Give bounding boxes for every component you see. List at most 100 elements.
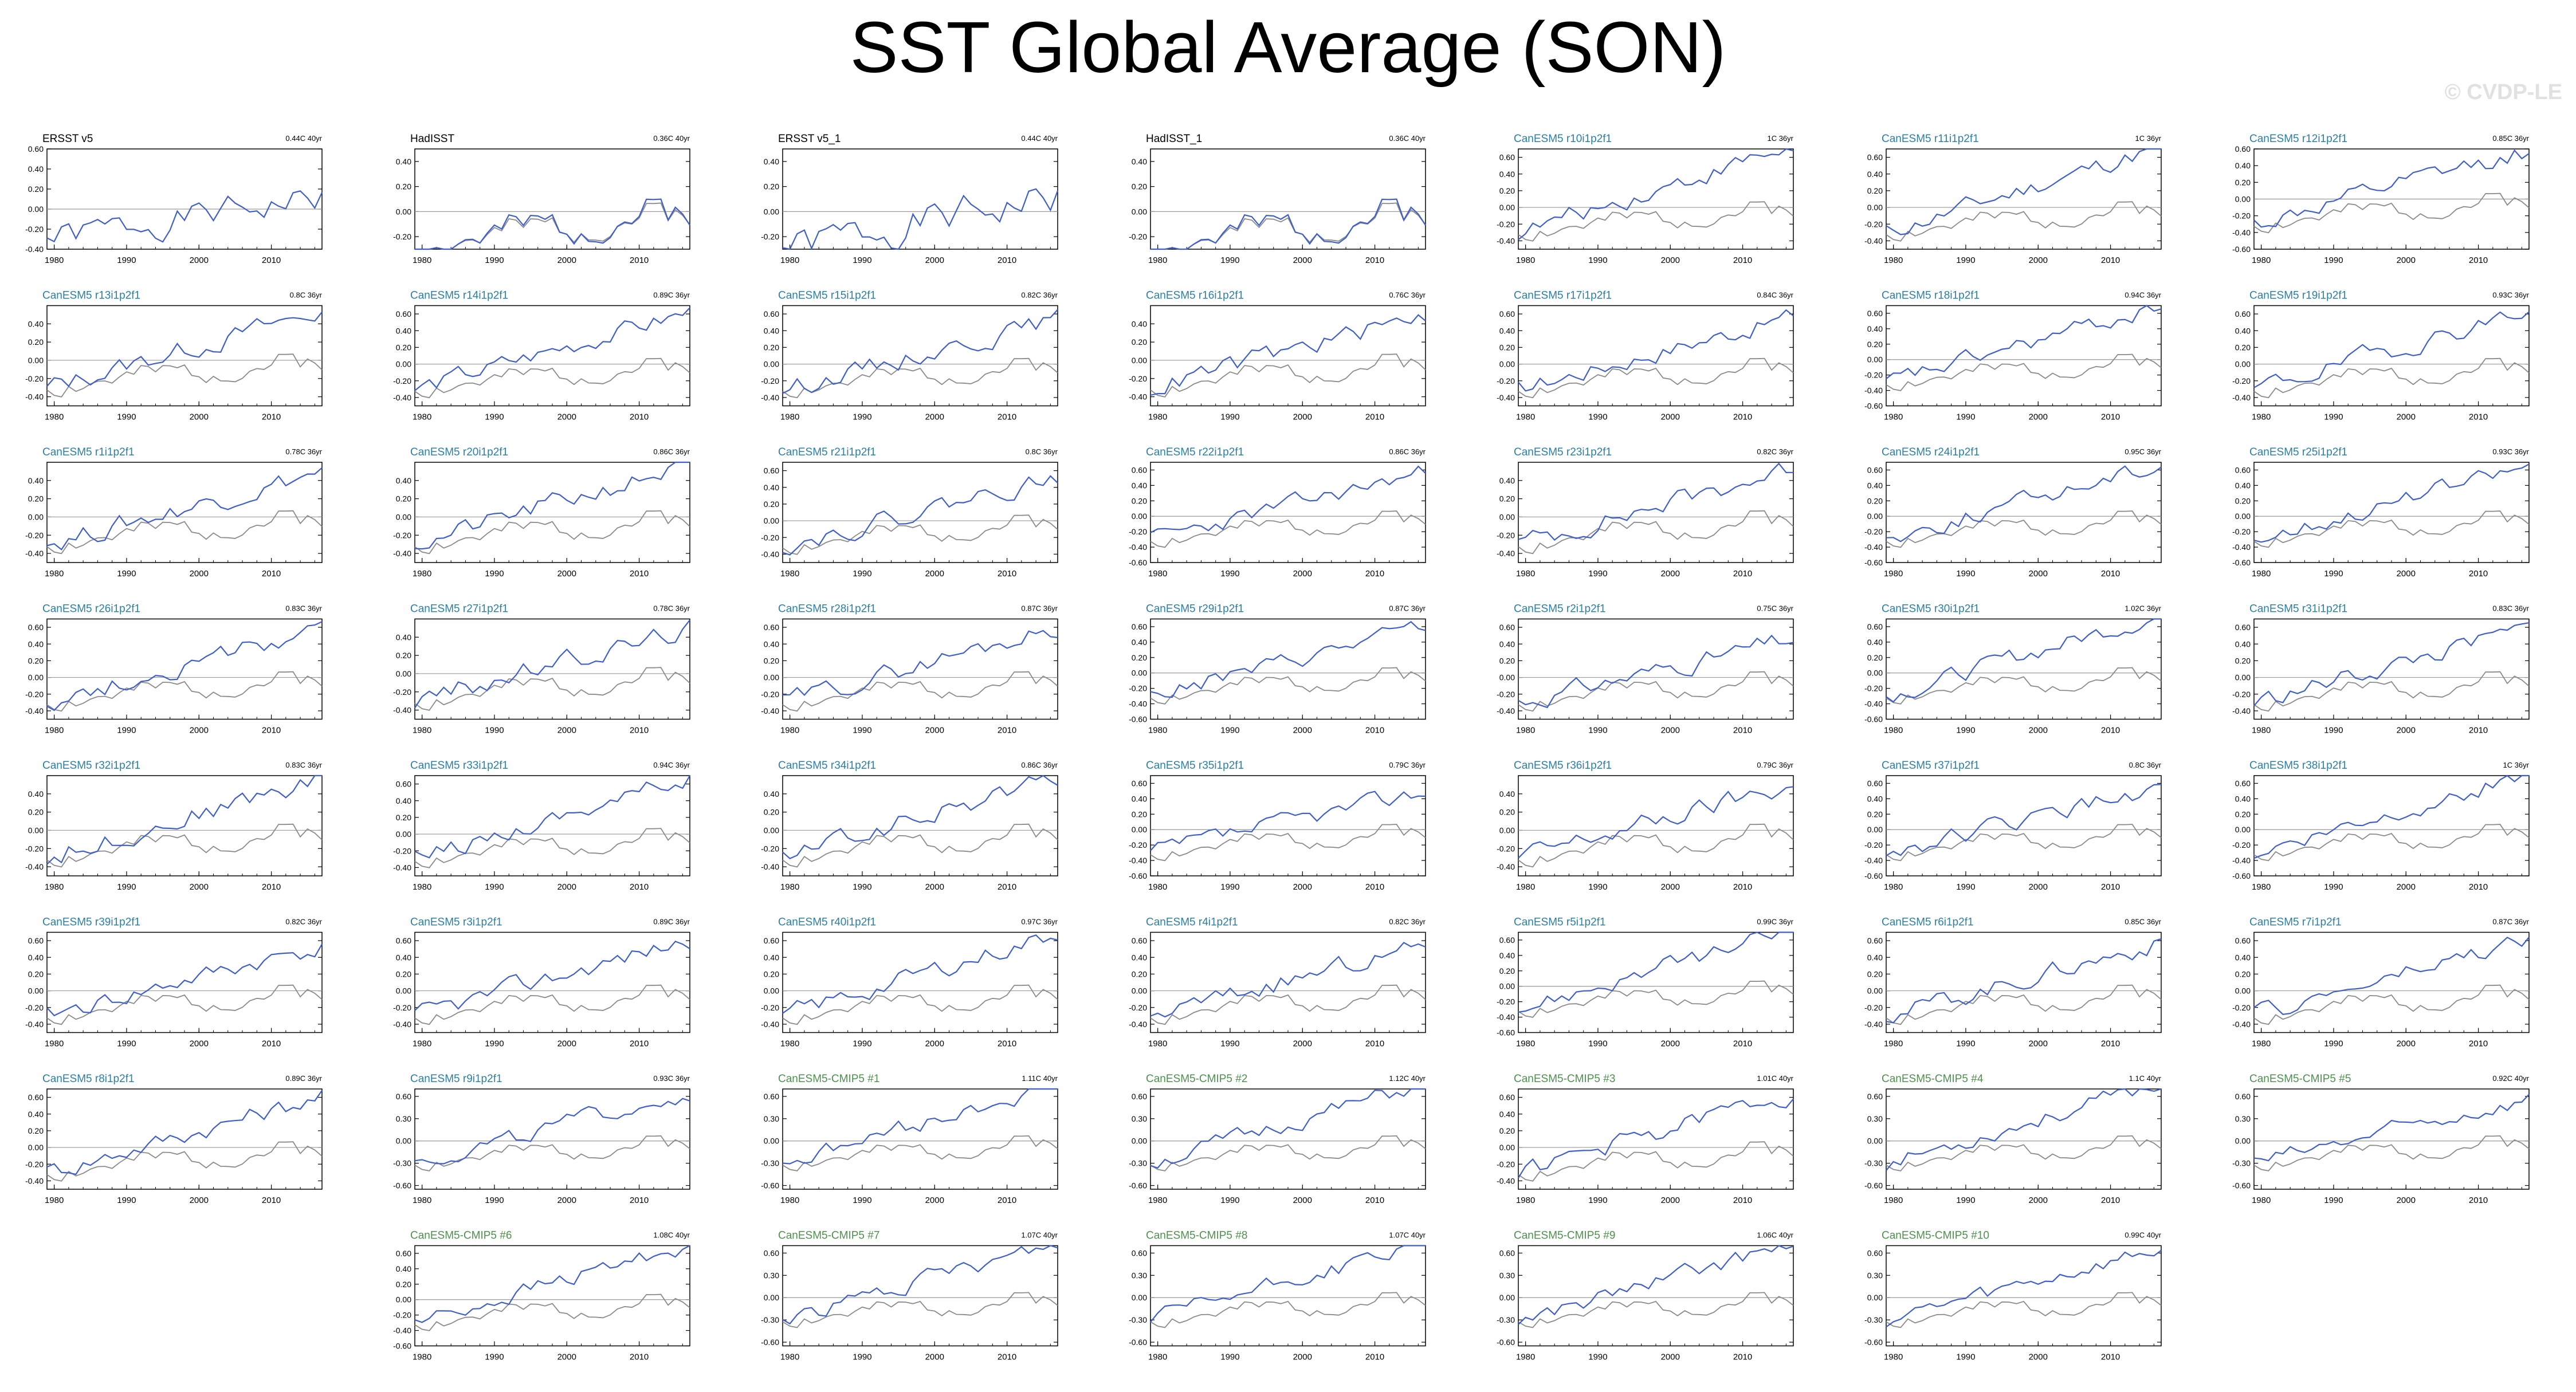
panel-title: CanESM5 r13i1p2f1 xyxy=(42,290,140,302)
panel: ERSST v5_1 0.44C 40yr 0.40 0.20 0.00 -0.20 198… xyxy=(761,133,1059,265)
x-tick-label: 2010 xyxy=(1733,1039,1752,1049)
panel: CanESM5 r37i1p2f1 0.8C 36yr 0.60 0.40 0.20 0.… xyxy=(1864,760,2162,892)
series-line xyxy=(1518,1245,1794,1325)
obs-series-line xyxy=(1886,1292,2162,1328)
y-tick-label: 0.00 xyxy=(764,516,779,525)
y-tick-label: -0.40 xyxy=(393,393,411,402)
x-tick-label: 2010 xyxy=(2469,569,2488,579)
panel-frame xyxy=(1886,462,2162,563)
panel-title: CanESM5 r26i1p2f1 xyxy=(42,603,140,615)
obs-series-line xyxy=(782,514,1058,555)
series-line xyxy=(1886,465,2162,542)
y-tick-label: 0.30 xyxy=(396,1114,411,1123)
x-tick-label: 1980 xyxy=(1884,726,1903,736)
y-tick-label: 0.60 xyxy=(1499,153,1515,162)
x-tick-label: 1990 xyxy=(1588,1039,1607,1049)
panel-title: CanESM5-CMIP5 #7 xyxy=(778,1230,879,1242)
panel-frame xyxy=(2253,1088,2530,1190)
panel: CanESM5 r9i1p2f1 0.93C 36yr 0.60 0.30 0.00 -0… xyxy=(393,1073,690,1205)
x-tick-label: 2010 xyxy=(1733,255,1752,265)
y-tick-label: 0.60 xyxy=(764,466,779,475)
x-tick-label: 2000 xyxy=(557,412,576,422)
x-tick-label: 2000 xyxy=(2397,882,2416,892)
y-tick-label: 0.00 xyxy=(396,669,411,678)
y-tick-label: 0.00 xyxy=(1132,207,1147,216)
panel-frame xyxy=(414,1088,690,1190)
y-tick-label: 0.20 xyxy=(28,808,44,817)
panel-trend: 0.78C 36yr xyxy=(285,447,322,456)
y-tick-label: 0.40 xyxy=(396,796,411,805)
panel-title: CanESM5 r20i1p2f1 xyxy=(410,446,508,458)
panel-trend: 0.79C 36yr xyxy=(1389,761,1426,769)
panel-frame xyxy=(782,462,1058,563)
x-tick-label: 1980 xyxy=(413,1196,431,1205)
x-tick-label: 2010 xyxy=(1733,1352,1752,1362)
series-line xyxy=(782,309,1058,394)
panel-frame xyxy=(1886,1088,2162,1190)
panel: CanESM5-CMIP5 #9 1.06C 40yr 0.60 0.30 0.00 -0… xyxy=(1497,1230,1794,1362)
y-tick-label: 0.20 xyxy=(396,182,411,191)
y-tick-label: -0.20 xyxy=(1864,219,1883,229)
y-tick-label: 0.40 xyxy=(2235,161,2251,170)
panel-title: CanESM5 r8i1p2f1 xyxy=(42,1073,135,1085)
y-tick-label: -0.60 xyxy=(2232,245,2251,254)
panel-trend: 1C 36yr xyxy=(2135,134,2161,143)
y-tick-label: 0.20 xyxy=(1499,343,1515,352)
y-tick-label: -0.60 xyxy=(2232,558,2251,567)
x-tick-label: 2010 xyxy=(630,412,649,422)
x-tick-label: 1980 xyxy=(413,726,431,736)
x-tick-label: 1990 xyxy=(853,1196,871,1205)
panel-trend: 0.94C 36yr xyxy=(2125,291,2161,300)
x-tick-label: 2000 xyxy=(1661,1196,1680,1205)
panel-frame xyxy=(782,1245,1058,1347)
y-tick-label: 0.00 xyxy=(396,986,411,996)
panel-frame xyxy=(1518,305,1794,407)
panel: CanESM5 r30i1p2f1 1.02C 36yr 0.60 0.40 0.20 0… xyxy=(1864,603,2162,736)
y-tick-label: -0.40 xyxy=(1497,1176,1515,1185)
x-tick-label: 1980 xyxy=(780,882,799,892)
y-tick-label: -0.30 xyxy=(2232,1159,2251,1168)
x-tick-label: 1990 xyxy=(853,1039,871,1049)
y-tick-label: 0.20 xyxy=(1499,494,1515,504)
panel-trend: 0.82C 36yr xyxy=(285,918,322,926)
obs-series-line xyxy=(1150,510,1426,548)
panel-title: CanESM5 r35i1p2f1 xyxy=(1146,760,1244,772)
x-tick-label: 2010 xyxy=(998,726,1016,736)
y-tick-label: 0.60 xyxy=(1132,465,1147,474)
y-tick-label: -0.20 xyxy=(25,374,44,383)
y-tick-label: -0.20 xyxy=(2232,690,2251,699)
x-tick-label: 2000 xyxy=(190,726,209,736)
y-tick-label: 0.40 xyxy=(1132,319,1147,328)
x-tick-label: 2010 xyxy=(998,412,1016,422)
y-tick-label: 0.20 xyxy=(1499,656,1515,665)
panel-trend: 0.85C 36yr xyxy=(2125,918,2161,926)
y-tick-label: 0.00 xyxy=(1867,1137,1883,1146)
panel-title: CanESM5 r21i1p2f1 xyxy=(778,446,876,458)
y-tick-label: -0.30 xyxy=(761,1159,779,1168)
y-tick-label: 0.00 xyxy=(1499,673,1515,682)
panel-trend: 0.36C 40yr xyxy=(1389,134,1426,143)
panel-trend: 0.83C 36yr xyxy=(285,604,322,613)
x-tick-label: 2000 xyxy=(2029,1039,2048,1049)
x-tick-label: 2010 xyxy=(262,1196,281,1205)
series-line xyxy=(2253,149,2530,228)
y-tick-label: 0.00 xyxy=(1867,669,1883,678)
x-tick-label: 1980 xyxy=(45,255,64,265)
panel-trend: 1.01C 40yr xyxy=(1757,1074,1793,1083)
y-tick-label: 0.00 xyxy=(764,673,779,682)
y-tick-label: 0.30 xyxy=(2235,1114,2251,1123)
y-tick-label: 0.20 xyxy=(1132,337,1147,347)
y-tick-label: -0.20 xyxy=(1497,1159,1515,1169)
series-line xyxy=(1518,634,1794,709)
x-tick-label: 1980 xyxy=(1516,1039,1535,1049)
obs-series-line xyxy=(2253,824,2530,862)
y-tick-label: -0.30 xyxy=(1864,1315,1883,1324)
panel-trend: 0.86C 36yr xyxy=(1389,447,1426,456)
panel-frame xyxy=(1150,305,1426,407)
y-tick-label: 0.00 xyxy=(1867,512,1883,521)
panel-frame xyxy=(782,305,1058,407)
panel: CanESM5-CMIP5 #5 0.92C 40yr 0.60 0.30 0.00 -0… xyxy=(2232,1073,2530,1205)
y-tick-label: -0.60 xyxy=(1129,558,1147,567)
y-tick-label: -0.20 xyxy=(761,690,779,699)
y-tick-label: 0.00 xyxy=(1499,360,1515,369)
